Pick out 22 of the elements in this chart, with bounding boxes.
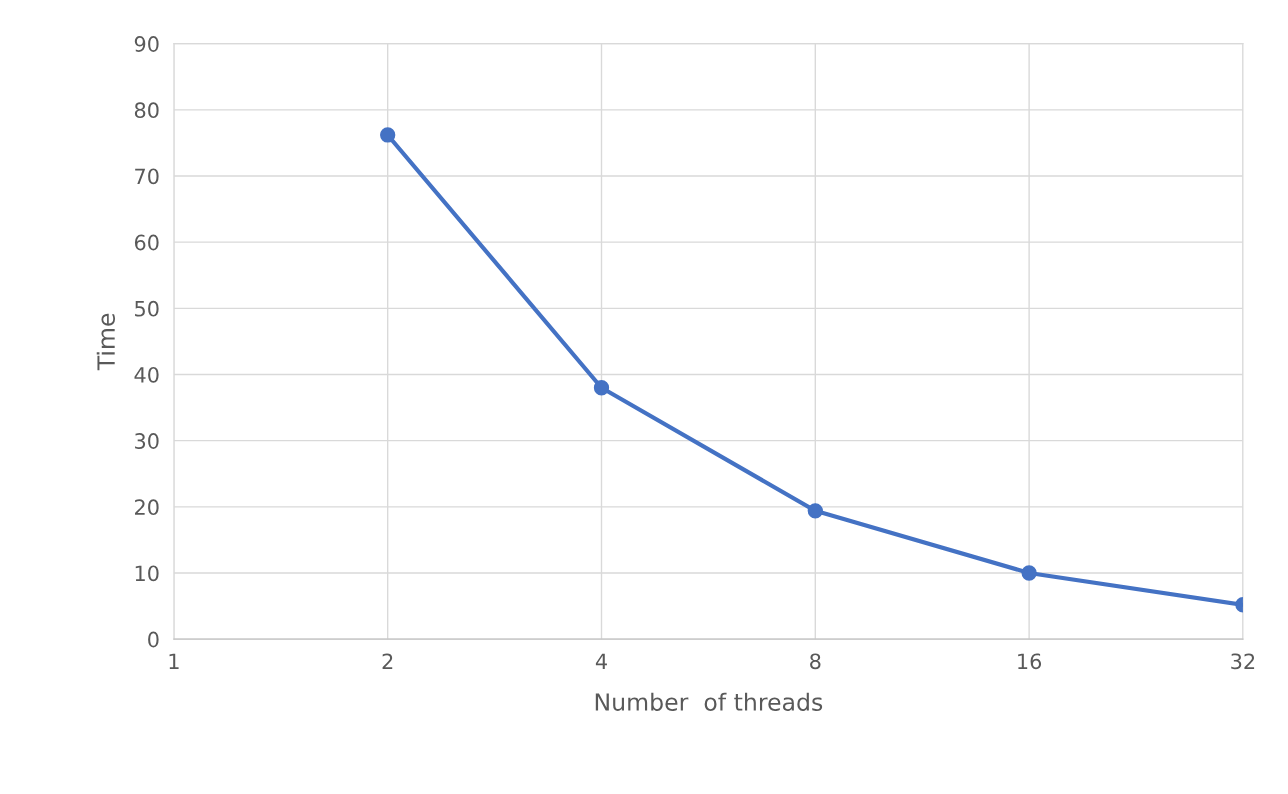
point	[1021, 565, 1037, 581]
y-axis-title: Time	[96, 313, 116, 371]
x-tick-label: 16	[1018, 653, 1042, 670]
y-tick-label: 80	[134, 102, 159, 119]
x-tick-label: 8	[810, 653, 821, 670]
y-tick-label: 50	[135, 300, 159, 317]
point	[593, 380, 610, 396]
x-tick-label: 4	[595, 653, 607, 669]
y-tick-label: 30	[135, 433, 159, 449]
y-tick-label: 40	[134, 366, 159, 383]
y-tick-label: 20	[135, 499, 159, 516]
x-tick-label: 32	[1231, 653, 1255, 670]
point	[807, 503, 823, 519]
y-tick-label: 90	[134, 36, 159, 52]
y-tick-label: 70	[135, 168, 159, 185]
y-tick-label: 0	[148, 631, 159, 648]
x-tick-label: 2	[382, 653, 393, 669]
x-tick-label: 1	[169, 653, 179, 669]
x-axis-title: Number of threads	[595, 692, 823, 711]
y-tick-label: 10	[135, 565, 159, 582]
point	[380, 127, 396, 143]
y-tick-label: 60	[134, 234, 159, 251]
